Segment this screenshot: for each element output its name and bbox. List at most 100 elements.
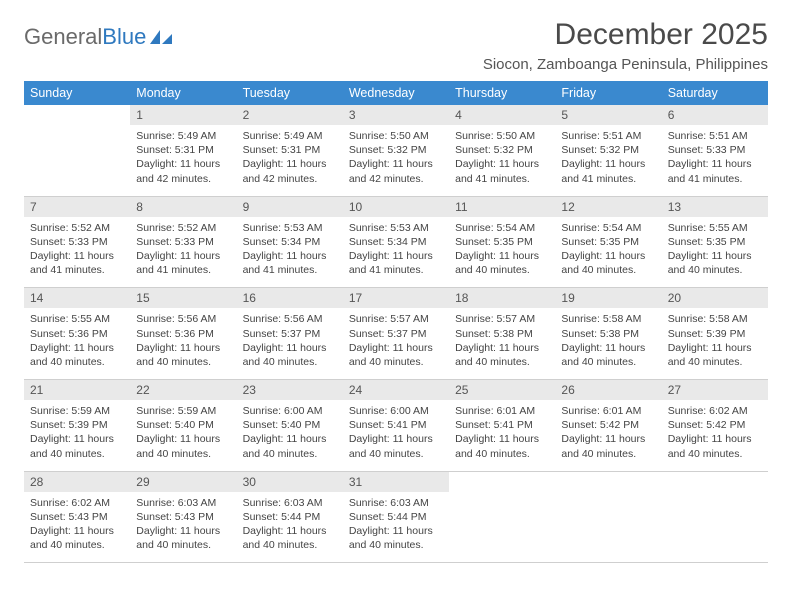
sunrise-line: Sunrise: 5:54 AM [561,221,655,235]
sunrise-line: Sunrise: 5:52 AM [136,221,230,235]
day-number-cell: 21 [24,380,130,401]
day-number-cell: 1 [130,105,236,125]
sunset-line: Sunset: 5:43 PM [136,510,230,524]
weekday-header: Tuesday [237,81,343,105]
day-number-cell: 18 [449,288,555,309]
daylight-line: Daylight: 11 hours and 40 minutes. [349,341,443,369]
day-number-cell: 13 [662,196,768,217]
sunset-line: Sunset: 5:38 PM [455,327,549,341]
weekday-header: Friday [555,81,661,105]
day-body-cell: Sunrise: 5:51 AMSunset: 5:32 PMDaylight:… [555,125,661,196]
day-number-cell: 9 [237,196,343,217]
day-body-cell: Sunrise: 5:59 AMSunset: 5:40 PMDaylight:… [130,400,236,471]
day-number-cell: 20 [662,288,768,309]
sunrise-line: Sunrise: 6:03 AM [136,496,230,510]
day-number-cell: 26 [555,380,661,401]
day-body-cell: Sunrise: 5:54 AMSunset: 5:35 PMDaylight:… [555,217,661,288]
daylight-line: Daylight: 11 hours and 40 minutes. [668,341,762,369]
sunrise-line: Sunrise: 5:51 AM [668,129,762,143]
day-body-cell: Sunrise: 5:54 AMSunset: 5:35 PMDaylight:… [449,217,555,288]
day-number-cell: 17 [343,288,449,309]
logo-text-general: General [24,24,102,50]
sunset-line: Sunset: 5:44 PM [243,510,337,524]
day-body-cell: Sunrise: 5:53 AMSunset: 5:34 PMDaylight:… [237,217,343,288]
sunset-line: Sunset: 5:33 PM [668,143,762,157]
day-body-cell: Sunrise: 5:52 AMSunset: 5:33 PMDaylight:… [130,217,236,288]
day-number-cell: 7 [24,196,130,217]
sunset-line: Sunset: 5:35 PM [561,235,655,249]
day-body-cell: Sunrise: 5:49 AMSunset: 5:31 PMDaylight:… [237,125,343,196]
sunrise-line: Sunrise: 5:54 AM [455,221,549,235]
daylight-line: Daylight: 11 hours and 40 minutes. [561,341,655,369]
day-number-cell: 27 [662,380,768,401]
day-body-cell: Sunrise: 6:01 AMSunset: 5:42 PMDaylight:… [555,400,661,471]
day-body-cell: Sunrise: 6:00 AMSunset: 5:40 PMDaylight:… [237,400,343,471]
day-body-cell [24,125,130,196]
sunrise-line: Sunrise: 5:58 AM [668,312,762,326]
day-body-cell: Sunrise: 6:01 AMSunset: 5:41 PMDaylight:… [449,400,555,471]
day-number-row: 78910111213 [24,196,768,217]
day-number-cell: 12 [555,196,661,217]
day-number-row: 123456 [24,105,768,125]
logo-text-blue: Blue [102,24,146,50]
sunrise-line: Sunrise: 6:02 AM [668,404,762,418]
day-body-cell: Sunrise: 5:55 AMSunset: 5:35 PMDaylight:… [662,217,768,288]
day-number-cell: 28 [24,471,130,492]
day-number-cell: 29 [130,471,236,492]
sunrise-line: Sunrise: 5:53 AM [243,221,337,235]
sunrise-line: Sunrise: 5:57 AM [349,312,443,326]
day-number-cell: 25 [449,380,555,401]
weekday-header-row: SundayMondayTuesdayWednesdayThursdayFrid… [24,81,768,105]
day-number-cell: 22 [130,380,236,401]
day-number-cell [662,471,768,492]
sunrise-line: Sunrise: 5:52 AM [30,221,124,235]
day-number-cell: 6 [662,105,768,125]
day-number-cell: 14 [24,288,130,309]
daylight-line: Daylight: 11 hours and 40 minutes. [455,249,549,277]
weekday-header: Saturday [662,81,768,105]
day-number-row: 21222324252627 [24,380,768,401]
day-body-cell: Sunrise: 6:02 AMSunset: 5:42 PMDaylight:… [662,400,768,471]
sunrise-line: Sunrise: 6:03 AM [349,496,443,510]
day-number-cell: 15 [130,288,236,309]
day-number-cell: 31 [343,471,449,492]
day-body-row: Sunrise: 5:55 AMSunset: 5:36 PMDaylight:… [24,308,768,379]
day-number-cell: 3 [343,105,449,125]
day-body-row: Sunrise: 5:59 AMSunset: 5:39 PMDaylight:… [24,400,768,471]
sunset-line: Sunset: 5:36 PM [30,327,124,341]
weekday-header: Thursday [449,81,555,105]
sunrise-line: Sunrise: 6:03 AM [243,496,337,510]
daylight-line: Daylight: 11 hours and 40 minutes. [349,524,443,552]
logo: GeneralBlue [24,18,174,50]
day-body-cell: Sunrise: 5:52 AMSunset: 5:33 PMDaylight:… [24,217,130,288]
sunset-line: Sunset: 5:33 PM [136,235,230,249]
daylight-line: Daylight: 11 hours and 40 minutes. [30,341,124,369]
day-body-row: Sunrise: 6:02 AMSunset: 5:43 PMDaylight:… [24,492,768,563]
day-body-cell: Sunrise: 6:03 AMSunset: 5:43 PMDaylight:… [130,492,236,563]
sunset-line: Sunset: 5:40 PM [243,418,337,432]
sunset-line: Sunset: 5:43 PM [30,510,124,524]
sunset-line: Sunset: 5:35 PM [455,235,549,249]
daylight-line: Daylight: 11 hours and 40 minutes. [136,341,230,369]
sunrise-line: Sunrise: 5:56 AM [243,312,337,326]
day-number-cell: 11 [449,196,555,217]
day-number-cell: 5 [555,105,661,125]
sunrise-line: Sunrise: 5:49 AM [243,129,337,143]
day-body-cell: Sunrise: 5:56 AMSunset: 5:36 PMDaylight:… [130,308,236,379]
sunset-line: Sunset: 5:44 PM [349,510,443,524]
sunrise-line: Sunrise: 5:50 AM [349,129,443,143]
daylight-line: Daylight: 11 hours and 40 minutes. [561,249,655,277]
daylight-line: Daylight: 11 hours and 40 minutes. [455,432,549,460]
sunrise-line: Sunrise: 6:02 AM [30,496,124,510]
sunset-line: Sunset: 5:34 PM [349,235,443,249]
day-body-row: Sunrise: 5:49 AMSunset: 5:31 PMDaylight:… [24,125,768,196]
daylight-line: Daylight: 11 hours and 42 minutes. [243,157,337,185]
calendar-table: SundayMondayTuesdayWednesdayThursdayFrid… [24,81,768,563]
logo-sail-icon [148,28,174,46]
weekday-header: Wednesday [343,81,449,105]
daylight-line: Daylight: 11 hours and 41 minutes. [30,249,124,277]
day-number-cell: 8 [130,196,236,217]
calendar-page: GeneralBlue December 2025 Siocon, Zamboa… [0,0,792,612]
day-number-cell: 24 [343,380,449,401]
header-bar: GeneralBlue December 2025 Siocon, Zamboa… [24,18,768,73]
